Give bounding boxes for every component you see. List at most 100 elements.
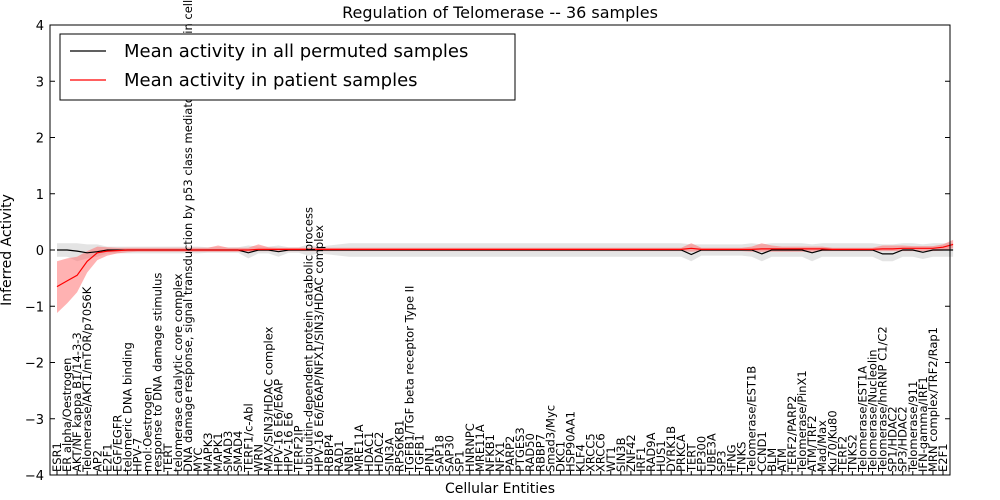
x-tick-label: TERT: [161, 443, 175, 473]
x-tick-label: RAD50: [523, 433, 537, 472]
y-tick-label: 1: [36, 188, 44, 203]
x-tick-label: XRCC6: [594, 433, 608, 472]
x-tick-label: NFKB1: [483, 434, 497, 472]
x-tick-label: TERF1/c-Abl: [241, 403, 255, 473]
x-tick-label: Ku70/Ku80: [825, 410, 839, 472]
x-tick-label: telomeric DNA binding: [121, 342, 135, 472]
x-tick-label: MRE11A: [473, 424, 487, 472]
x-tick-label: Mad/Max: [815, 420, 829, 472]
x-tick-label: SIN3A: [382, 437, 396, 472]
x-tick-label: ZNF42: [624, 434, 638, 472]
x-tick-label: PRKCA: [674, 434, 688, 472]
x-tick-label: KLF4: [574, 444, 588, 472]
x-tick-label: HPV-16 E6/E6AP: [272, 379, 286, 472]
x-tick-label: SMAD4: [231, 431, 245, 472]
x-tick-label: SP3: [715, 450, 729, 472]
y-tick-label: −1: [25, 300, 44, 315]
x-tick-label: TERF2: [835, 436, 849, 473]
x-tick-label: TERF2IP: [292, 425, 306, 473]
x-tick-label: WRN: [251, 444, 265, 472]
x-tick-label: RBBP4: [322, 434, 336, 472]
x-tick-label: MYC: [191, 448, 205, 472]
x-tick-label: ESR1: [50, 442, 64, 472]
x-tick-label: RPS6KB1: [392, 420, 406, 472]
y-tick-label: −4: [25, 469, 44, 484]
x-tick-label: Telomerase/EST1B: [745, 366, 759, 473]
x-tick-label: ubiquitin-dependent protein catabolic pr…: [302, 207, 316, 472]
x-tick-label: IFN-gamma/IRF1: [916, 376, 930, 472]
x-tick-label: Telomerase/PinX1: [795, 370, 809, 473]
x-tick-label: Telomerase/AKT1/mTOR/p70S6K: [80, 286, 94, 473]
x-tick-label: SMAD3: [221, 431, 235, 472]
x-tick-label: Telomerase/EST1A: [856, 366, 870, 473]
x-tick-label: MAX/SIN3/HDAC complex: [261, 326, 275, 472]
x-tick-label: NBN: [342, 447, 356, 472]
x-tick-label: ATM/TRF2: [805, 415, 819, 472]
x-tick-label: MAPK1: [211, 432, 225, 472]
chart-title: Regulation of Telomerase -- 36 samples: [342, 3, 658, 22]
y-tick-label: 3: [36, 75, 44, 90]
x-tick-label: PIN1: [423, 446, 437, 472]
x-tick-label: DYRK1B: [664, 426, 678, 472]
x-tick-label: EP300: [694, 436, 708, 472]
x-tick-label: HPV-16 E6: [282, 412, 296, 472]
x-tick-label: ER alpha/Oestrogen: [60, 358, 74, 472]
x-tick-label: DKC1: [553, 441, 567, 472]
x-tick-label: TGFB1: [413, 434, 427, 473]
x-tick-label: DNA damage response, signal transduction…: [181, 0, 195, 472]
x-tick-label: NFX1: [493, 442, 507, 472]
x-tick-label: RAD1: [332, 440, 346, 472]
x-tick-label: telomerase catalytic core complex: [171, 273, 185, 472]
x-tick-label: AP2: [90, 450, 104, 472]
x-tick-label: HNRNPC: [463, 423, 477, 472]
x-tick-label: TERF2/PARP2: [785, 396, 799, 473]
x-tick-label: HUS1: [654, 440, 668, 472]
x-tick-label: SP1/HDAC2: [886, 406, 900, 472]
x-tick-label: SP3/HDAC2: [896, 406, 910, 472]
legend-label-1: Mean activity in all permuted samples: [124, 41, 468, 62]
x-axis-title: Cellular Entities: [445, 481, 555, 497]
x-tick-label: TGFB1/TGF beta receptor Type II: [402, 286, 416, 473]
x-tick-label: HSP90AA1: [564, 411, 578, 472]
x-tick-label: response to DNA damage stimulus: [151, 273, 165, 472]
y-tick-label: 4: [36, 19, 44, 34]
x-tick-label: UBE3A: [704, 433, 718, 472]
x-tick-label: TERT: [684, 443, 698, 473]
x-tick-label: MRN complex/TRF2/Rap1: [926, 327, 940, 472]
y-tick-label: 0: [36, 244, 44, 259]
x-tick-label: HDAC1: [362, 432, 376, 472]
x-tick-label: PARP2: [503, 436, 517, 472]
legend-box: [59, 33, 516, 101]
x-tick-label: MAPK3: [201, 432, 215, 472]
x-tick-label: Telomerase/Nucleolin: [866, 349, 880, 473]
x-tick-label: CCND1: [755, 431, 769, 472]
x-tick-label: mol:Oestrogen: [141, 387, 155, 472]
y-tick-label: 2: [36, 132, 44, 147]
x-tick-label: Telomerase/hnRNP C1/C2: [876, 326, 890, 473]
x-tick-label: TNKS: [735, 442, 749, 473]
series-line-2: [56, 243, 954, 288]
x-tick-label: RBBP7: [533, 434, 547, 472]
legend-label-2: Mean activity in patient samples: [124, 70, 418, 91]
x-tick-label: HDAC2: [372, 432, 386, 472]
x-tick-label: ATM: [775, 448, 789, 472]
x-tick-label: TNKS2: [845, 434, 859, 473]
x-tick-label: SP1: [453, 450, 467, 472]
x-tick-label: E2F1: [100, 443, 114, 472]
x-tick-label: RAD9A: [644, 432, 658, 472]
x-tick-label: SIN3B: [614, 437, 628, 472]
x-tick-label: HPV-16 E6/E6AP/NFX1/SIN3/HDAC complex: [312, 225, 326, 472]
x-tick-label: PTGES3: [513, 427, 527, 472]
x-tick-label: Smad3/Myc: [543, 405, 557, 472]
x-tick-label: EGF/EGFR: [110, 415, 124, 472]
x-tick-label: MRE11A: [352, 424, 366, 472]
x-tick-label: Telomerase/911: [906, 381, 920, 473]
x-tick-label: SAP30: [443, 435, 457, 472]
x-tick-label: IRF1: [634, 447, 648, 472]
x-tick-label: BLM: [765, 448, 779, 472]
y-axis-title: Inferred Activity: [0, 194, 15, 306]
x-tick-label: AKT/NF kappa B1/14-3-3: [70, 332, 84, 472]
x-tick-label: WT1: [604, 446, 618, 472]
